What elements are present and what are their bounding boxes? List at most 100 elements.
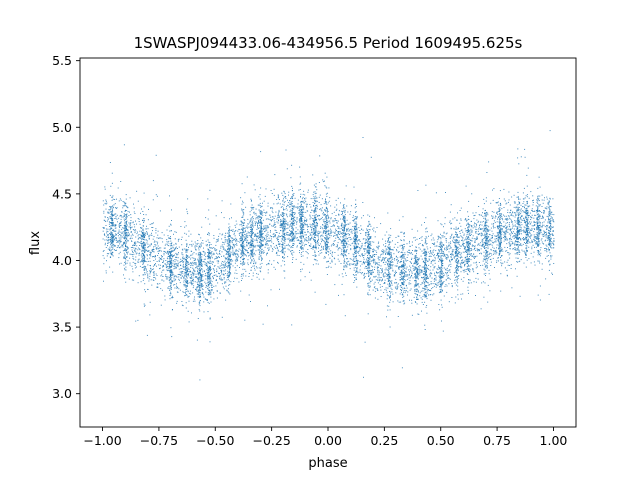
data-point: [132, 271, 134, 273]
data-point: [188, 275, 190, 277]
data-point: [440, 233, 441, 235]
data-point: [314, 239, 316, 241]
data-point: [516, 241, 518, 242]
data-point: [338, 214, 340, 216]
data-point: [260, 206, 262, 208]
data-point: [356, 286, 358, 288]
data-point: [357, 247, 359, 248]
data-point: [339, 228, 341, 230]
data-point: [174, 263, 176, 265]
data-point: [256, 276, 258, 278]
data-point: [526, 217, 528, 219]
data-point: [282, 230, 284, 232]
data-point: [403, 232, 405, 234]
data-point: [545, 232, 547, 233]
data-point: [457, 270, 459, 272]
data-point: [352, 259, 354, 261]
data-point: [417, 288, 418, 290]
data-point: [305, 211, 307, 213]
data-point: [286, 223, 288, 225]
data-point: [300, 231, 302, 233]
data-point: [260, 224, 262, 226]
data-point: [378, 259, 380, 261]
data-point: [496, 202, 498, 204]
data-point: [170, 285, 172, 287]
data-point: [456, 261, 458, 263]
data-point: [110, 244, 112, 246]
data-point: [281, 249, 283, 251]
data-point: [391, 282, 393, 284]
data-point: [112, 229, 113, 231]
data-point: [260, 211, 262, 213]
data-point: [506, 274, 508, 276]
data-point: [460, 225, 462, 227]
data-point: [219, 268, 221, 269]
data-point: [465, 242, 467, 243]
data-point: [273, 233, 275, 235]
data-point: [447, 257, 449, 259]
data-point: [523, 206, 525, 208]
data-point: [506, 227, 507, 229]
data-point: [112, 255, 114, 257]
data-point: [109, 194, 111, 196]
data-point: [326, 209, 328, 211]
data-point: [225, 258, 227, 260]
data-point: [467, 252, 469, 254]
data-point: [173, 244, 175, 246]
data-point: [467, 237, 469, 239]
data-point: [434, 242, 436, 244]
data-point: [256, 239, 258, 241]
data-point: [290, 233, 292, 235]
data-point: [204, 281, 206, 283]
data-point: [208, 284, 210, 286]
data-point: [233, 238, 235, 240]
data-point: [465, 270, 467, 272]
data-point: [302, 227, 304, 229]
data-point: [110, 211, 112, 212]
data-point: [124, 244, 126, 246]
data-point: [547, 243, 549, 245]
data-point: [439, 267, 440, 269]
data-point: [169, 256, 171, 258]
data-point: [215, 256, 217, 258]
data-point: [282, 223, 284, 225]
data-point: [538, 240, 540, 242]
data-point: [370, 272, 372, 274]
data-point: [368, 261, 370, 263]
data-point: [494, 217, 496, 219]
data-point: [190, 233, 192, 235]
data-point: [472, 268, 474, 270]
data-point: [142, 263, 144, 265]
data-point: [412, 250, 413, 251]
data-point: [433, 280, 435, 282]
data-point: [521, 219, 523, 221]
data-point: [129, 264, 131, 266]
data-point: [209, 262, 211, 264]
data-point: [302, 223, 303, 225]
data-point: [449, 221, 451, 223]
data-point: [303, 202, 305, 203]
data-point: [291, 253, 292, 255]
data-point: [247, 262, 249, 264]
data-point: [449, 211, 451, 213]
data-point: [167, 278, 169, 280]
data-point: [468, 268, 470, 270]
data-point: [329, 228, 331, 230]
data-point: [142, 211, 144, 212]
data-point: [297, 208, 299, 210]
data-point: [332, 221, 334, 223]
data-point: [139, 245, 141, 246]
data-point: [261, 258, 262, 260]
data-point: [206, 265, 208, 267]
data-point: [441, 289, 443, 291]
data-point: [402, 278, 404, 280]
data-point: [547, 255, 549, 256]
data-point: [229, 238, 230, 240]
data-point: [354, 231, 356, 233]
data-point: [284, 257, 286, 259]
data-point: [487, 248, 489, 250]
data-point: [132, 221, 134, 223]
data-point: [109, 211, 111, 213]
data-point: [448, 283, 450, 285]
data-point: [413, 257, 415, 259]
